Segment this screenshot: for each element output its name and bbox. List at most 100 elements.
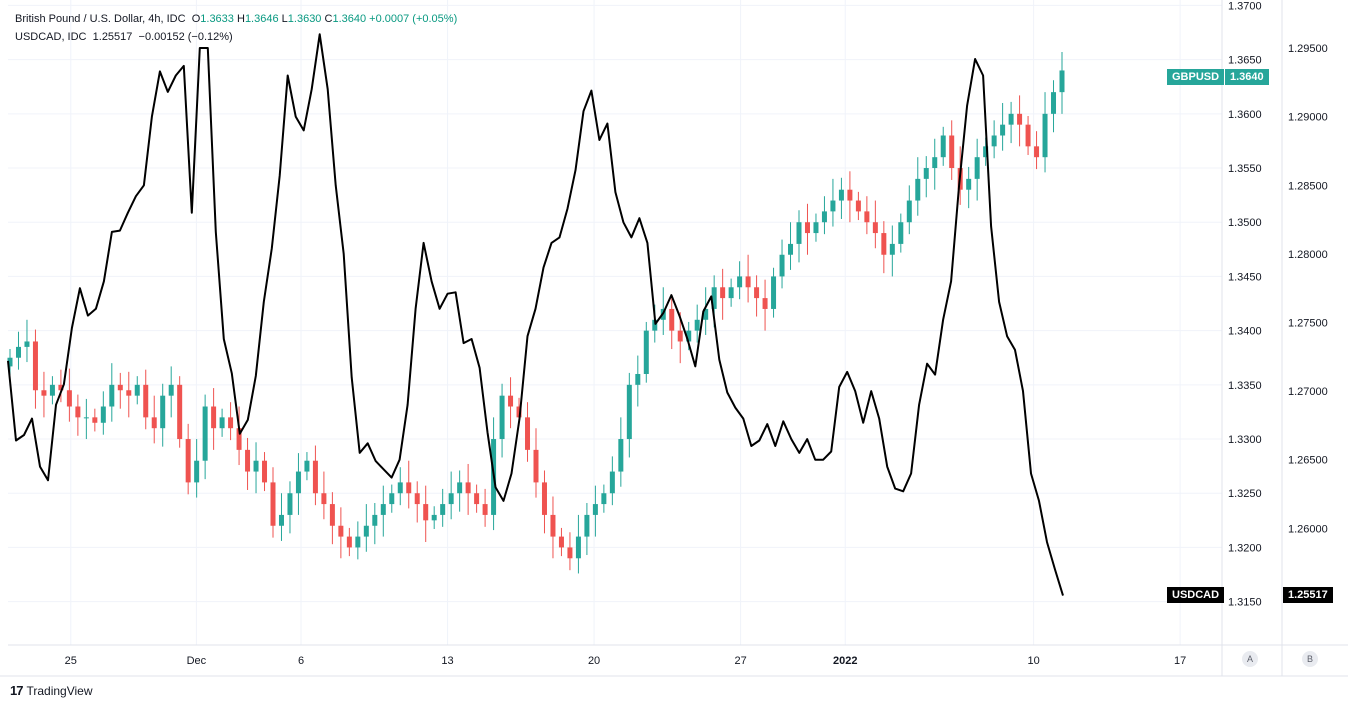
candle-body <box>508 395 514 407</box>
candle-body <box>160 395 166 429</box>
compare-y-tick-label: 1.26000 <box>1288 523 1328 535</box>
main-y-tick-label: 1.3300 <box>1228 434 1262 446</box>
main-y-tick-label: 1.3700 <box>1228 0 1262 12</box>
candle-body <box>414 493 420 505</box>
candle-body <box>838 189 844 201</box>
candle-body <box>117 384 123 391</box>
candle-body <box>168 384 174 396</box>
gbpusd-symbol-tag: GBPUSD <box>1167 69 1225 85</box>
candle-body <box>525 417 531 450</box>
candle-body <box>185 439 191 483</box>
candle-body <box>304 460 310 472</box>
candle-body <box>889 243 895 255</box>
candle-body <box>83 417 89 419</box>
candle-body <box>406 482 412 494</box>
legend-o-value: 1.3633 <box>200 13 234 25</box>
x-tick-label: 6 <box>298 655 304 667</box>
legend-l-value: 1.3630 <box>287 13 322 25</box>
candle-body <box>321 493 327 505</box>
candle-body <box>363 525 369 537</box>
compare-y-tick-label: 1.29000 <box>1288 112 1328 124</box>
main-y-tick-label: 1.3500 <box>1228 217 1262 229</box>
main-y-tick-label: 1.3250 <box>1228 488 1262 500</box>
main-y-tick-label: 1.3150 <box>1228 597 1262 609</box>
candle-body <box>109 384 115 407</box>
candle-body <box>270 482 276 526</box>
candle-body <box>253 460 259 472</box>
candle-body <box>278 514 284 526</box>
candle-body <box>211 406 217 429</box>
candle-body <box>49 384 55 396</box>
x-tick-label: 27 <box>734 655 746 667</box>
candle-body <box>1059 70 1065 93</box>
candle-body <box>58 384 64 391</box>
candle-body <box>1025 124 1031 147</box>
x-tick-label: 25 <box>65 655 77 667</box>
candle-body <box>92 417 98 423</box>
candle-body <box>728 287 734 299</box>
main-y-tick-label: 1.3450 <box>1228 271 1262 283</box>
candle-body <box>134 384 140 396</box>
candle-body <box>906 200 912 223</box>
grid-lines <box>8 0 1222 645</box>
candle-body <box>558 536 564 548</box>
candle-body <box>796 222 802 244</box>
candle-body <box>898 222 904 244</box>
candle-body <box>287 493 293 515</box>
candle-body <box>652 319 658 331</box>
candle-body <box>643 330 649 374</box>
candle-body <box>423 504 429 521</box>
candle-body <box>262 460 268 483</box>
candle-body <box>1000 124 1006 136</box>
candle-body <box>991 135 997 147</box>
candle-body <box>151 417 157 429</box>
candle-body <box>881 233 887 255</box>
candle-body <box>24 341 30 347</box>
candle-body <box>915 178 921 201</box>
candle-body <box>533 449 539 483</box>
candle-body <box>720 287 726 299</box>
usdcad-price-tag: 1.25517 <box>1283 587 1333 603</box>
candle-body <box>949 135 955 169</box>
candle-body <box>584 514 590 537</box>
candle-body <box>575 536 581 559</box>
candle-body <box>1051 92 1057 114</box>
candle-body <box>618 439 624 472</box>
compare-y-tick-label: 1.28500 <box>1288 180 1328 192</box>
candle-body <box>804 222 810 234</box>
candle-body <box>431 514 437 521</box>
candle-body <box>177 384 183 440</box>
candle-body <box>245 449 251 472</box>
candle-body <box>703 308 709 320</box>
legend-compare-symbol: USDCAD, IDC <box>15 31 87 43</box>
candle-body <box>219 417 225 429</box>
legend-h-value: 1.3646 <box>244 13 279 25</box>
candle-body <box>32 341 38 391</box>
candle-body <box>872 222 878 234</box>
candle-body <box>779 254 785 277</box>
candle-body <box>821 211 827 223</box>
scale-b-button[interactable]: B <box>1302 651 1318 667</box>
candle-body <box>295 471 301 494</box>
usdcad-line <box>7 33 1064 596</box>
candle-body <box>202 406 208 461</box>
candle-body <box>923 168 929 179</box>
main-y-tick-label: 1.3350 <box>1228 380 1262 392</box>
candle-body <box>338 525 344 537</box>
candle-body <box>355 536 361 548</box>
candle-body <box>567 547 573 559</box>
candle-body <box>711 287 717 309</box>
candle-body <box>75 406 81 418</box>
legend-main-symbol: British Pound / U.S. Dollar, 4h, IDC <box>15 13 186 25</box>
compare-y-tick-label: 1.27500 <box>1288 318 1328 330</box>
candle-body <box>66 390 72 407</box>
legend-h-label: H <box>236 13 245 25</box>
scale-a-button[interactable]: A <box>1242 651 1258 667</box>
candle-body <box>15 346 21 358</box>
candle-body <box>609 471 615 494</box>
tradingview-logo[interactable]: 17 TradingView <box>10 683 93 698</box>
x-tick-label: 17 <box>1174 655 1186 667</box>
candle-body <box>932 157 938 169</box>
candle-body <box>465 482 471 494</box>
